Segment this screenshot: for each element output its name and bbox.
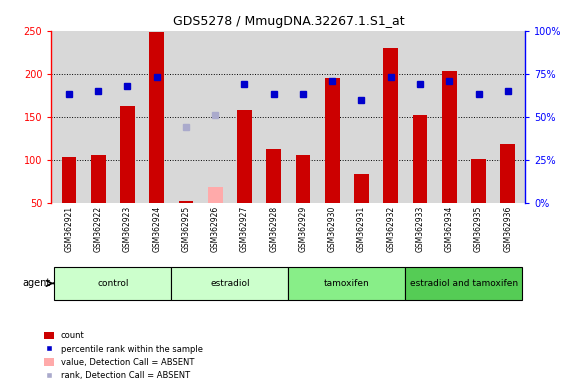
- Bar: [325, 78, 340, 203]
- Bar: [442, 71, 457, 203]
- Bar: [179, 201, 193, 203]
- Bar: [62, 157, 77, 203]
- Bar: [120, 106, 135, 203]
- Text: GSM362927: GSM362927: [240, 206, 249, 252]
- Bar: [237, 110, 252, 203]
- FancyBboxPatch shape: [288, 267, 405, 300]
- Text: GSM362923: GSM362923: [123, 206, 132, 252]
- Title: GDS5278 / MmugDNA.32267.1.S1_at: GDS5278 / MmugDNA.32267.1.S1_at: [172, 15, 404, 28]
- Bar: [296, 156, 310, 203]
- Bar: [500, 144, 515, 203]
- Bar: [354, 174, 369, 203]
- Text: GSM362931: GSM362931: [357, 206, 366, 252]
- Text: GSM362922: GSM362922: [94, 206, 103, 252]
- Text: estradiol and tamoxifen: estradiol and tamoxifen: [410, 279, 518, 288]
- Text: GSM362925: GSM362925: [182, 206, 191, 252]
- Text: tamoxifen: tamoxifen: [324, 279, 370, 288]
- Text: GSM362928: GSM362928: [270, 206, 278, 252]
- Bar: [471, 159, 486, 203]
- Text: GSM362926: GSM362926: [211, 206, 220, 252]
- Legend: count, percentile rank within the sample, value, Detection Call = ABSENT, rank, : count, percentile rank within the sample…: [44, 331, 203, 380]
- FancyBboxPatch shape: [171, 267, 288, 300]
- Bar: [91, 156, 106, 203]
- Text: agent: agent: [23, 278, 51, 288]
- Text: GSM362929: GSM362929: [299, 206, 307, 252]
- FancyBboxPatch shape: [54, 267, 171, 300]
- Text: GSM362930: GSM362930: [328, 206, 337, 252]
- FancyBboxPatch shape: [405, 267, 522, 300]
- Text: GSM362924: GSM362924: [152, 206, 161, 252]
- Text: GSM362921: GSM362921: [65, 206, 74, 252]
- Bar: [384, 48, 398, 203]
- Bar: [150, 32, 164, 203]
- Text: estradiol: estradiol: [210, 279, 250, 288]
- Bar: [267, 149, 281, 203]
- Text: GSM362933: GSM362933: [416, 206, 424, 252]
- Text: control: control: [97, 279, 128, 288]
- Bar: [413, 115, 427, 203]
- Text: GSM362934: GSM362934: [445, 206, 454, 252]
- Text: GSM362936: GSM362936: [503, 206, 512, 252]
- Text: GSM362932: GSM362932: [386, 206, 395, 252]
- Text: GSM362935: GSM362935: [474, 206, 483, 252]
- Bar: [208, 187, 223, 203]
